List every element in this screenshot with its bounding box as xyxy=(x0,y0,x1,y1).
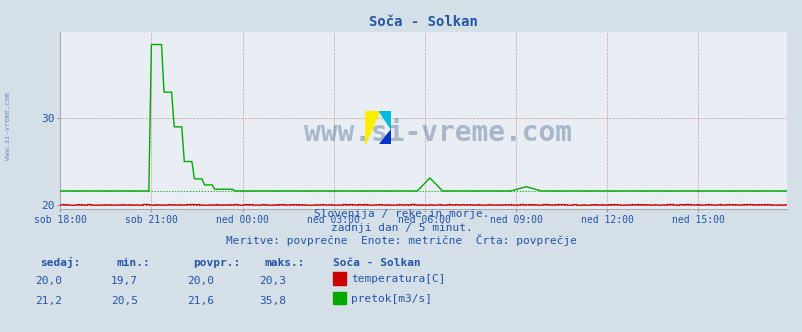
Text: Slovenija / reke in morje.: Slovenija / reke in morje. xyxy=(314,209,488,219)
Text: www.si-vreme.com: www.si-vreme.com xyxy=(303,119,571,147)
Text: sedaj:: sedaj: xyxy=(40,257,80,268)
Text: min.:: min.: xyxy=(116,258,150,268)
Text: 21,6: 21,6 xyxy=(187,296,214,306)
Title: Soča - Solkan: Soča - Solkan xyxy=(369,15,477,29)
Text: 20,3: 20,3 xyxy=(259,276,286,286)
Text: 21,2: 21,2 xyxy=(34,296,62,306)
Text: 35,8: 35,8 xyxy=(259,296,286,306)
Polygon shape xyxy=(365,111,379,144)
Text: maks.:: maks.: xyxy=(265,258,305,268)
Text: povpr.:: povpr.: xyxy=(192,258,240,268)
Polygon shape xyxy=(379,129,391,144)
Polygon shape xyxy=(379,111,391,129)
Text: 20,0: 20,0 xyxy=(34,276,62,286)
Text: 20,0: 20,0 xyxy=(187,276,214,286)
Text: 20,5: 20,5 xyxy=(111,296,138,306)
Text: temperatura[C]: temperatura[C] xyxy=(350,274,445,284)
Text: www.si-vreme.com: www.si-vreme.com xyxy=(5,92,11,160)
Text: 19,7: 19,7 xyxy=(111,276,138,286)
Text: Soča - Solkan: Soča - Solkan xyxy=(333,258,420,268)
Text: Meritve: povprečne  Enote: metrične  Črta: povprečje: Meritve: povprečne Enote: metrične Črta:… xyxy=(225,234,577,246)
Text: pretok[m3/s]: pretok[m3/s] xyxy=(350,294,431,304)
Text: zadnji dan / 5 minut.: zadnji dan / 5 minut. xyxy=(330,223,472,233)
